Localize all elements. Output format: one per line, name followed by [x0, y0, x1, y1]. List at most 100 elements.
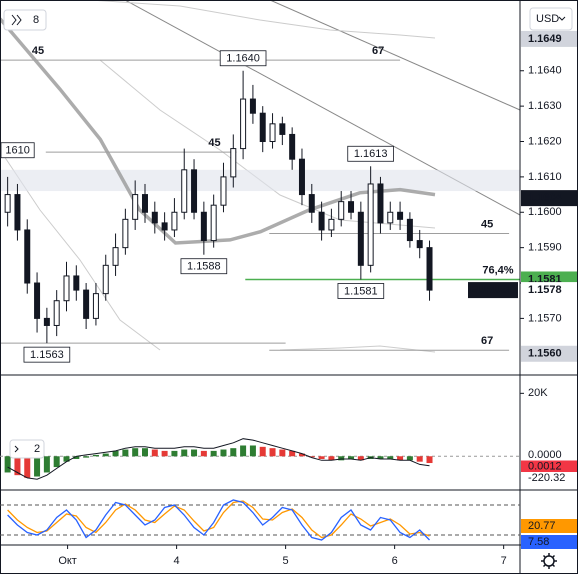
candle — [230, 134, 237, 188]
candle-body — [161, 222, 168, 231]
stoch-badge-label: 20.77 — [528, 520, 556, 532]
currency-dropdown[interactable]: USD — [529, 7, 573, 31]
macd-line — [7, 438, 430, 480]
candle-body — [34, 282, 41, 319]
stoch-badge — [521, 519, 577, 533]
gear-teeth — [541, 553, 557, 569]
candle-body — [426, 247, 433, 291]
pivot: 1.1581 — [337, 283, 385, 299]
pivot: 1.1588 — [180, 258, 228, 275]
macd-bar — [269, 448, 276, 457]
macd-bar — [112, 450, 119, 457]
candle — [416, 229, 423, 259]
macd-bar — [43, 456, 50, 473]
candle-body — [200, 211, 207, 242]
collapse-icon — [14, 445, 19, 453]
pivot-label: 1.1640 — [226, 53, 260, 65]
band-line — [279, 345, 436, 353]
pivot-label: 1.1613 — [354, 148, 388, 160]
pivot-box — [180, 258, 228, 275]
settings-button[interactable] — [541, 553, 557, 569]
macd-bar — [348, 456, 355, 459]
candle — [122, 208, 129, 255]
macd-bar — [357, 456, 364, 461]
interval-button[interactable] — [3, 9, 47, 31]
macd-badge — [521, 472, 577, 484]
main-pane: 45 67 45 45 76,4% 67 1610 1.1640 1.1613 1.1588 1.1… — [0, 17, 520, 363]
macd-bar — [14, 456, 21, 476]
pivot-label: 1.1563 — [30, 349, 64, 361]
candle-body — [181, 169, 188, 213]
candle — [151, 201, 158, 234]
candle — [397, 201, 404, 230]
currency-button[interactable] — [529, 7, 573, 31]
price-badge — [521, 190, 577, 207]
candle — [92, 283, 99, 326]
macd-bar — [83, 456, 90, 458]
macd-bar — [141, 448, 148, 457]
macd-bar — [92, 454, 99, 457]
candle-body — [4, 194, 11, 213]
candle — [63, 261, 70, 312]
symbol-tag — [468, 282, 518, 299]
y-tick-label: 1.1610 — [528, 171, 562, 183]
dropdown-arrow — [558, 16, 566, 21]
candle-body — [348, 201, 355, 213]
candle-body — [240, 98, 247, 150]
macd-bar — [240, 445, 247, 457]
level-label: 45 — [481, 218, 493, 230]
candle-body — [210, 204, 217, 242]
candle-body — [357, 211, 364, 266]
candle-body — [338, 201, 345, 220]
macd-bar — [191, 449, 198, 457]
candle — [426, 240, 433, 301]
candle — [259, 106, 266, 153]
x-tick-label: 5 — [283, 555, 289, 567]
macd-bar — [259, 446, 266, 457]
candle-body — [112, 247, 119, 266]
candle-body — [416, 240, 423, 249]
candle-body — [406, 218, 413, 242]
candle — [24, 219, 31, 294]
currency-label: USD — [536, 13, 559, 25]
symbol-label: EURUSD — [470, 284, 517, 296]
candle-body — [24, 229, 31, 284]
macd-bar — [249, 445, 256, 457]
macd-bar — [397, 456, 404, 461]
macd-bar — [230, 448, 237, 457]
candle — [181, 148, 188, 220]
candle — [367, 166, 374, 273]
pane-label[interactable]: 2 — [9, 439, 45, 459]
macd-bar — [387, 456, 394, 459]
stoch-badge — [521, 535, 577, 549]
pivot-box — [23, 346, 71, 363]
candle — [318, 201, 325, 241]
pivot-label: 1610 — [5, 145, 29, 157]
macd-bar — [338, 456, 345, 461]
candle — [387, 201, 394, 230]
candle — [348, 191, 355, 220]
level-label: 67 — [481, 335, 493, 347]
candle-body — [171, 211, 178, 231]
candle — [406, 212, 413, 248]
macd-bar — [308, 456, 315, 458]
candle-body — [83, 289, 90, 319]
pivot-label: 1.1581 — [344, 285, 378, 297]
candle — [132, 180, 139, 230]
candle — [279, 116, 286, 146]
candle-body — [191, 169, 198, 213]
candle-body — [73, 275, 80, 291]
collapse-icon — [11, 14, 22, 26]
candle — [249, 84, 256, 124]
interval-box[interactable]: 8 — [3, 9, 47, 31]
candle-body — [397, 211, 404, 220]
macd-bar — [171, 450, 178, 457]
level-label: 67 — [372, 45, 384, 57]
band-line — [89, 0, 436, 39]
candle-body — [141, 194, 148, 213]
candle-body — [269, 123, 276, 143]
candle-body — [328, 218, 335, 231]
pivot-label: 1.1588 — [187, 261, 221, 273]
pivot: 1610 — [0, 142, 35, 159]
